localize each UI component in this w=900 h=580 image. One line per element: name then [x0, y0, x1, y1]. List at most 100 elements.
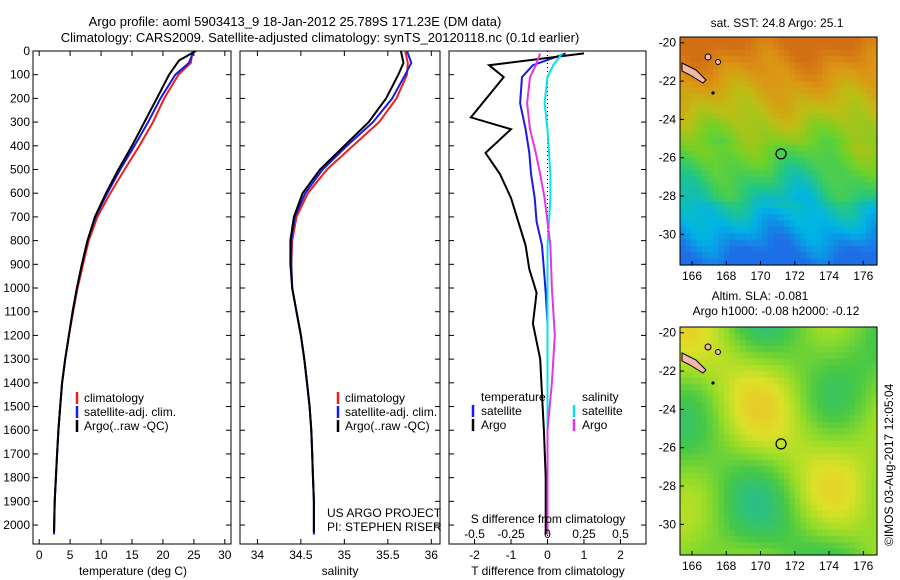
- map-cell: [855, 246, 862, 253]
- map-cell: [833, 246, 840, 253]
- map-cell: [712, 94, 719, 101]
- series-line-temperature-argo: [469, 52, 585, 535]
- map-cell: [838, 37, 845, 44]
- map-cell: [871, 472, 878, 480]
- map-cell: [849, 138, 856, 146]
- map-cell: [712, 510, 719, 518]
- figure-title-line2: Climatology: CARS2009. Satellite-adjuste…: [61, 30, 580, 45]
- map-cell: [729, 460, 736, 467]
- map-cell: [794, 542, 801, 550]
- map-cell: [866, 113, 873, 120]
- map-cell: [844, 352, 851, 360]
- map-cell: [740, 189, 747, 196]
- map-cell: [740, 138, 747, 146]
- map-cell: [729, 472, 736, 480]
- map-cell: [696, 339, 703, 347]
- map-cell: [822, 176, 829, 184]
- map-cell: [794, 214, 801, 222]
- map-cell: [860, 352, 867, 360]
- depth-tick-label: 900: [10, 257, 30, 271]
- map-cell: [844, 239, 851, 247]
- map-cell: [723, 536, 730, 543]
- lon-tick-label: 176: [853, 559, 873, 573]
- map-cell: [789, 106, 796, 114]
- map-cell: [855, 327, 862, 334]
- map-cell: [707, 100, 714, 108]
- map-cell: [762, 447, 769, 455]
- map-cell: [718, 510, 725, 518]
- map-cell: [822, 434, 829, 442]
- map-cell: [778, 453, 785, 461]
- lat-tick-label: -26: [659, 151, 677, 165]
- map-cell: [696, 144, 703, 152]
- map-cell: [718, 409, 725, 417]
- map-cell: [756, 132, 763, 139]
- map-cell: [718, 201, 725, 209]
- map-cell: [789, 352, 796, 360]
- map-cell: [838, 106, 845, 114]
- map-cell: [816, 485, 823, 493]
- map-cell: [745, 409, 752, 417]
- lon-tick-label: 168: [716, 269, 736, 283]
- map-cell: [723, 157, 730, 165]
- map-cell: [844, 536, 851, 543]
- map-cell: [712, 434, 719, 442]
- map-cell: [778, 87, 785, 95]
- map-cell: [800, 68, 807, 76]
- map-cell: [690, 189, 698, 196]
- map-cell: [838, 333, 845, 341]
- map-cell: [734, 252, 741, 260]
- map-cell: [773, 434, 780, 442]
- map-cell: [794, 441, 801, 448]
- map-cell: [690, 100, 698, 108]
- map-cell: [822, 409, 829, 417]
- map-cell: [822, 472, 829, 480]
- map-cell: [778, 81, 785, 89]
- map-cell: [685, 371, 692, 379]
- map-cell: [701, 409, 708, 417]
- map-cell: [860, 100, 867, 108]
- map-cell: [844, 94, 851, 101]
- map-cell: [849, 327, 856, 334]
- map-cell: [701, 62, 708, 70]
- map-cell: [680, 365, 687, 372]
- map-cell: [740, 233, 747, 241]
- map-cell: [844, 365, 851, 372]
- map-frame: [679, 36, 878, 266]
- map-cell: [860, 409, 867, 417]
- map-cell: [855, 227, 862, 234]
- map-cell: [816, 409, 823, 417]
- map-cell: [866, 163, 873, 171]
- map-cell: [767, 536, 774, 543]
- salinity-axes: 34 34.5 35 35.5 36: [240, 50, 440, 562]
- map-cell: [701, 472, 708, 480]
- map-cell: [712, 195, 719, 203]
- salinity-plot-frame: [239, 50, 441, 545]
- map-cell: [740, 346, 747, 353]
- map-cell: [751, 37, 758, 44]
- map-cell: [740, 390, 747, 398]
- map-cell: [756, 208, 763, 215]
- map-cell: [701, 529, 708, 537]
- map-cell: [816, 371, 823, 379]
- map-cell: [778, 365, 785, 372]
- map-cell: [740, 352, 747, 360]
- map-cell: [690, 170, 698, 177]
- map-cell: [729, 182, 736, 190]
- map-cell: [805, 466, 812, 474]
- map-cell: [794, 138, 801, 146]
- map-cell: [690, 157, 698, 165]
- map-cell: [838, 396, 845, 404]
- map-cell: [751, 377, 758, 385]
- map-cell: [838, 536, 845, 543]
- map-cell: [871, 87, 878, 95]
- map-cell: [756, 491, 763, 499]
- map-cell: [729, 491, 736, 499]
- map-cell: [794, 182, 801, 190]
- map-cell: [778, 517, 785, 524]
- map-cell: [811, 157, 818, 165]
- map-cell: [800, 428, 807, 436]
- map-cell: [871, 201, 878, 209]
- map-cell: [740, 358, 747, 366]
- depth-tick-label: 1300: [3, 352, 30, 366]
